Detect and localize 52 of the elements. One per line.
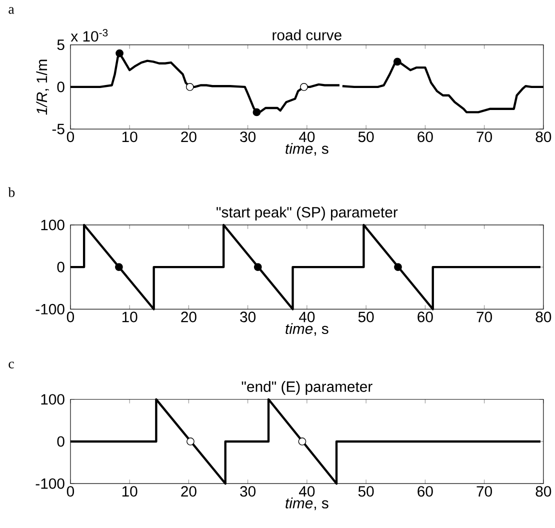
chart-title: "end" (E) parameter [242, 380, 372, 395]
x-tick-label: 60 [418, 131, 433, 142]
y-tick-label: -100 [36, 478, 64, 489]
x-tick-label: 30 [240, 486, 256, 497]
y-tick-label: -5 [52, 124, 64, 134]
point [252, 108, 261, 116]
x-axis-title: time, s [286, 142, 328, 156]
y-tick-label: 0 [57, 262, 64, 272]
x-tick-label: 30 [240, 131, 256, 142]
x-tick-label: 40 [299, 486, 315, 497]
text: x 10$^{-3}$ [70, 28, 108, 42]
y-tick-label: 5 [57, 40, 64, 50]
text: c [8, 362, 14, 368]
y-tick-label: 100 [41, 394, 64, 405]
x-tick-label: 70 [476, 312, 492, 322]
point [393, 58, 402, 66]
x-tick-label: 50 [358, 131, 374, 142]
y-tick-label: 0 [57, 82, 64, 92]
x-tick-label: 0 [66, 486, 74, 497]
x-tick-label: 80 [536, 312, 552, 322]
x-tick-label: 50 [358, 486, 374, 497]
x-axis-title: time, s [286, 497, 328, 510]
x-tick-label: 70 [476, 486, 492, 497]
y-tick-label: -100 [36, 304, 64, 314]
x-tick-label: 20 [181, 486, 196, 497]
point [186, 82, 194, 91]
y-tick-label: 0 [57, 436, 64, 447]
x-tick-label: 20 [181, 131, 196, 142]
point [300, 82, 308, 91]
point [116, 49, 124, 58]
x-tick-label: 30 [240, 312, 256, 322]
x-tick-label: 10 [122, 486, 138, 497]
x-tick-label: 10 [122, 312, 138, 322]
x-tick-label: 50 [358, 312, 374, 322]
text: b [8, 187, 15, 197]
text: a [8, 7, 14, 14]
chart-title: "start peak" (SP) parameter [216, 206, 398, 220]
y-axis-title: 1/R, 1/m [36, 60, 49, 115]
x-tick-label: 40 [299, 312, 315, 322]
x-tick-label: 20 [181, 312, 196, 322]
x-tick-label: 60 [418, 486, 433, 497]
x-tick-label: 60 [418, 312, 433, 322]
y-tick-label: 100 [41, 220, 64, 230]
x-tick-label: 80 [536, 131, 552, 142]
chart-title: road curve [272, 29, 342, 40]
x-tick-label: 0 [66, 312, 74, 322]
x-tick-label: 0 [66, 131, 74, 142]
x-axis-title: time, s [286, 322, 328, 336]
x-tick-label: 80 [536, 486, 552, 497]
x-tick-label: 40 [299, 131, 315, 142]
x-tick-label: 10 [122, 131, 138, 142]
x-tick-label: 70 [476, 131, 492, 142]
